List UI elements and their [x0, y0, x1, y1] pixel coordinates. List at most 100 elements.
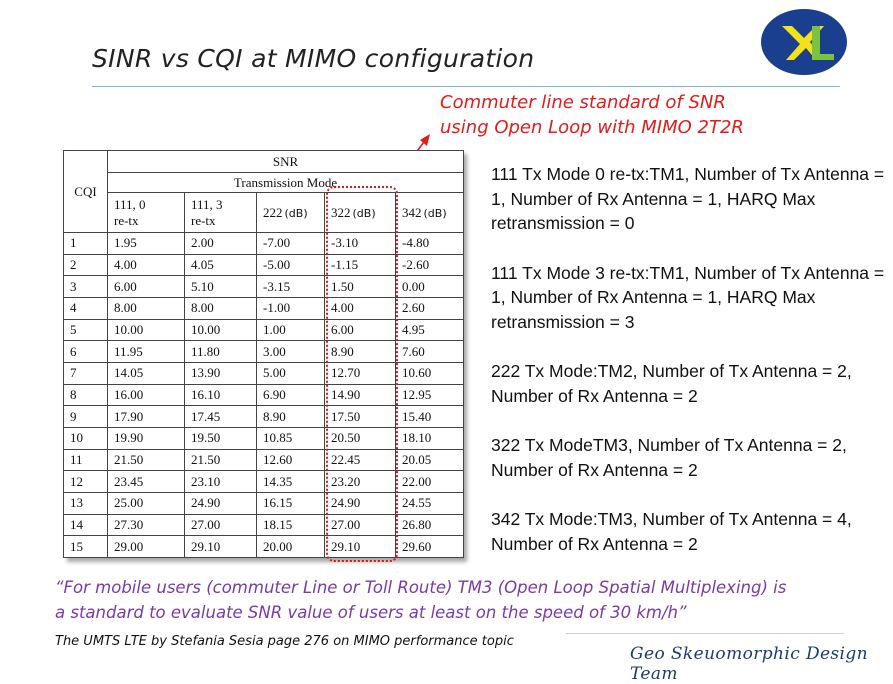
snr-cell: 12.95	[394, 383, 465, 407]
snr-cell: 21.50	[184, 448, 257, 472]
cqi-cell: 5	[63, 318, 108, 342]
cqi-cell: 15	[63, 535, 108, 558]
snr-cell: 17.90	[107, 405, 185, 428]
table-row: 9 17.90 17.45 8.90 17.50 15.40	[63, 405, 465, 428]
column-header-row: 111, 0 re-tx 111, 3 re-tx 222 (dB) 322 (dB) 342(…	[64, 192, 465, 233]
table-row: 2 4.00 4.05 -5.00 -1.15 -2.60	[63, 253, 465, 277]
column-header-retx: re-tx	[114, 212, 139, 228]
transmission-mode-header: Transmission Mode	[106, 172, 465, 193]
snr-cell: 29.00	[107, 535, 185, 558]
cqi-cell: 9	[63, 405, 108, 428]
snr-cell: 19.90	[107, 426, 185, 450]
column-header-mode: 222	[263, 204, 283, 220]
column-header-retx: re-tx	[191, 212, 216, 228]
quote-line-1: “For mobile users (commuter Line or Toll…	[55, 578, 787, 597]
snr-cell: 17.45	[184, 405, 257, 428]
snr-cell: 29.10	[324, 535, 396, 558]
annotation-line-2: using Open Loop with MIMO 2T2R	[440, 117, 744, 138]
table-row: 7 14.05 13.90 5.00 12.70 10.60	[63, 361, 465, 385]
snr-cell: 10.00	[107, 318, 185, 342]
snr-cell: 3.00	[256, 340, 325, 363]
table-row: 12 23.45 23.10 14.35 23.20 22.00	[63, 470, 465, 493]
snr-cell: 27.30	[107, 513, 185, 537]
table-row: 10 19.90 19.50 10.85 20.50 18.10	[63, 426, 465, 450]
column-header-mode: 111, 0	[114, 196, 146, 212]
snr-cell: 12.60	[256, 448, 325, 472]
snr-cell: 18.10	[394, 426, 465, 450]
cqi-cell: 12	[63, 470, 108, 493]
column-header: 111, 0 re-tx	[107, 192, 185, 233]
cqi-cell: 13	[63, 491, 108, 515]
title-divider	[92, 86, 840, 87]
column-header: 342 (dB)	[394, 192, 465, 233]
snr-cell: 22.00	[394, 470, 465, 493]
snr-cell: -3.15	[256, 275, 325, 298]
snr-cell: 2.00	[184, 232, 257, 255]
snr-cell: -4.80	[394, 232, 465, 255]
table-row: 3 6.00 5.10 -3.15 1.50 0.00	[63, 275, 465, 298]
snr-cell: 7.60	[394, 340, 465, 363]
column-header-mode: 342	[402, 204, 422, 220]
snr-cell: 4.95	[394, 318, 465, 342]
snr-cell: 0.00	[394, 275, 465, 298]
cqi-cell: 2	[63, 253, 108, 277]
table-row: 13 25.00 24.90 16.15 24.90 24.55	[63, 491, 465, 515]
column-header: 222 (dB)	[256, 192, 325, 233]
snr-cell: 6.00	[107, 275, 185, 298]
snr-cell: 4.00	[107, 253, 185, 277]
quote-line-2: a standard to evaluate SNR value of user…	[55, 603, 687, 622]
column-header-mode: 322	[331, 204, 351, 220]
table-row: 5 10.00 10.00 1.00 6.00 4.95	[63, 318, 465, 342]
snr-cell: 11.80	[184, 340, 257, 363]
column-header-unit: (dB)	[352, 206, 376, 220]
snr-table-body: 1 1.95 2.00 -7.00 -3.10 -4.80 2 4.00 4.05 -5.00 -1…	[63, 232, 465, 558]
snr-cell: 16.15	[256, 491, 325, 515]
snr-cell: 5.00	[256, 361, 325, 385]
table-row: 8 16.00 16.10 6.90 14.90 12.95	[63, 383, 465, 407]
cqi-cell: 14	[63, 513, 108, 537]
note-111-3: 111 Tx Mode 3 re-tx:TM1, Number of Tx An…	[491, 262, 885, 332]
note-342: 342 Tx Mode:TM3, Number of Tx Antenna = …	[491, 509, 852, 554]
column-header-mode: 111, 3	[191, 196, 223, 212]
cqi-cell: 7	[63, 361, 108, 385]
cqi-cell: 6	[63, 340, 108, 363]
snr-cell: 23.45	[107, 470, 185, 493]
snr-header: SNR	[106, 150, 465, 173]
snr-cell: 20.05	[394, 448, 465, 472]
snr-cell: 20.50	[324, 426, 396, 450]
annotation-callout: Commuter line standard of SNR using Open…	[440, 90, 744, 140]
snr-cell: 24.55	[394, 491, 465, 515]
snr-cell: -2.60	[394, 253, 465, 277]
quote-text: “For mobile users (commuter Line or Toll…	[55, 575, 855, 625]
note-111-0: 111 Tx Mode 0 re-tx:TM1, Number of Tx An…	[491, 164, 885, 233]
snr-cell: 8.00	[184, 296, 257, 320]
snr-cell: 23.10	[184, 470, 257, 493]
snr-cell: 2.60	[394, 296, 465, 320]
cqi-cell: 10	[63, 426, 108, 450]
snr-cell: 18.15	[256, 513, 325, 537]
table-row: 1 1.95 2.00 -7.00 -3.10 -4.80	[63, 232, 465, 255]
cqi-cell: 8	[63, 383, 108, 407]
mode-notes: 111 Tx Mode 0 re-tx:TM1, Number of Tx An…	[491, 162, 891, 581]
table-row: 11 21.50 21.50 12.60 22.45 20.05	[63, 448, 465, 472]
snr-table-container: CQI SNR Transmission Mode 111, 0 re-tx 111…	[63, 150, 465, 558]
snr-cell: 10.85	[256, 426, 325, 450]
snr-cell: 8.00	[107, 296, 185, 320]
tm3-column-highlight	[326, 186, 398, 562]
snr-cell: 19.50	[184, 426, 257, 450]
table-row: 6 11.95 11.80 3.00 8.90 7.60	[63, 340, 465, 363]
footer-credit: Geo Skeuomorphic Design Team	[630, 644, 869, 684]
cqi-cell: 1	[63, 232, 108, 255]
snr-table: CQI SNR Transmission Mode 111, 0 re-tx 111…	[63, 150, 465, 558]
snr-cell: -7.00	[256, 232, 325, 255]
snr-cell: 26.80	[394, 513, 465, 537]
column-header: 322 (dB)	[324, 192, 396, 233]
table-row: 15 29.00 29.10 20.00 29.10 29.60	[63, 535, 465, 558]
note-222: 222 Tx Mode:TM2, Number of Tx Antenna = …	[491, 361, 852, 406]
table-row: 4 8.00 8.00 -1.00 4.00 2.60	[63, 296, 465, 320]
cqi-cell: 11	[63, 448, 108, 472]
note-322: 322 Tx ModeTM3, Number of Tx Antenna = 2…	[491, 435, 847, 480]
snr-cell: 1.00	[256, 318, 325, 342]
annotation-line-1: Commuter line standard of SNR	[440, 92, 726, 113]
cqi-header: CQI	[63, 150, 108, 233]
